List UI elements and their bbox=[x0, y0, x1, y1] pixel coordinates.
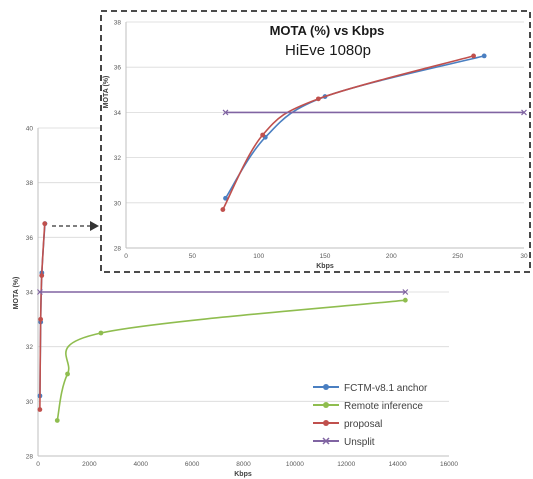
inset-dashed-frame bbox=[100, 10, 531, 273]
inset-x-tick-label: 100 bbox=[253, 253, 264, 260]
inset-point-proposal bbox=[260, 132, 266, 138]
inset-series-proposal bbox=[220, 53, 476, 212]
main-x-tick-labels: 0 2000 4000 6000 8000 10000 12000 14000 16000 bbox=[36, 461, 458, 468]
inset-point-unsplit bbox=[521, 109, 527, 116]
inset-series-unsplit bbox=[222, 109, 527, 116]
main-series-proposal bbox=[37, 221, 48, 412]
main-point-unsplit bbox=[37, 289, 43, 295]
legend-marker-proposal bbox=[323, 420, 329, 426]
legend-item-proposal: proposal bbox=[313, 419, 382, 430]
main-y-tick-label: 38 bbox=[26, 180, 34, 187]
legend-item-remote: Remote inference bbox=[313, 401, 423, 412]
main-y-tick-label: 30 bbox=[26, 399, 34, 406]
main-y-tick-label: 34 bbox=[26, 290, 34, 297]
main-x-tick-label: 0 bbox=[36, 461, 40, 468]
inset-x-tick-label: 50 bbox=[189, 253, 197, 260]
legend-label-fctm: FCTM-v8.1 anchor bbox=[344, 383, 428, 394]
main-line-remote-inference bbox=[56, 299, 406, 421]
inset-chart: 28 30 32 34 36 38 0 50 100 150 200 250 30 Kbps MOTA… bbox=[100, 10, 531, 273]
main-point-remote-inference bbox=[98, 330, 104, 336]
main-x-tick-label: 2000 bbox=[82, 461, 97, 468]
main-point-unsplit bbox=[402, 289, 409, 295]
main-x-tick-label: 12000 bbox=[337, 461, 355, 468]
inset-y-tick-label: 30 bbox=[114, 200, 122, 207]
inset-point-fctm-v8-1-anchor bbox=[223, 195, 228, 201]
legend: FCTM-v8.1 anchor Remote inference propos… bbox=[313, 383, 428, 448]
inset-x-axis-label: Kbps bbox=[316, 263, 334, 270]
main-y-tick-labels: 28 30 32 34 36 38 40 bbox=[26, 126, 34, 461]
inset-subtitle: HiEve 1080p bbox=[285, 42, 371, 59]
inset-x-tick-label: 0 bbox=[124, 253, 128, 260]
main-x-axis-label: Kbps bbox=[234, 471, 252, 478]
main-point-remote-inference bbox=[402, 297, 408, 303]
inset-x-tick-label: 250 bbox=[452, 253, 463, 260]
main-x-tick-label: 4000 bbox=[134, 461, 149, 468]
main-point-proposal bbox=[38, 316, 44, 322]
inset-y-axis-label: MOTA (%) bbox=[103, 76, 110, 109]
inset-y-tick-label: 34 bbox=[114, 110, 122, 117]
inset-x-tick-labels: 0 50 100 150 200 250 30 bbox=[124, 253, 528, 260]
inset-y-tick-label: 32 bbox=[114, 155, 122, 162]
legend-label-proposal: proposal bbox=[344, 419, 382, 430]
main-y-tick-label: 36 bbox=[26, 235, 34, 242]
inset-background bbox=[101, 11, 530, 272]
inset-line-proposal bbox=[222, 55, 474, 210]
main-x-tick-label: 16000 bbox=[440, 461, 458, 468]
inset-point-proposal bbox=[220, 207, 226, 212]
inset-y-tick-label: 36 bbox=[114, 65, 122, 72]
inset-point-unsplit bbox=[222, 109, 229, 116]
inset-y-tick-label: 28 bbox=[114, 246, 122, 253]
main-x-tick-label: 14000 bbox=[389, 461, 407, 468]
zoom-arrow-head bbox=[90, 221, 99, 231]
main-y-axis-label: MOTA (%) bbox=[13, 277, 20, 310]
main-point-remote-inference bbox=[65, 371, 70, 377]
legend-marker-unsplit bbox=[322, 437, 330, 445]
inset-point-proposal bbox=[315, 96, 321, 102]
main-series-remote-inference bbox=[54, 297, 408, 423]
main-point-proposal bbox=[37, 407, 43, 412]
legend-label-unsplit: Unsplit bbox=[344, 437, 375, 448]
legend-label-remote: Remote inference bbox=[344, 401, 423, 412]
inset-x-tick-label: 30 bbox=[520, 253, 528, 260]
inset-point-proposal bbox=[471, 53, 476, 59]
main-series-fctm-v8-1-anchor bbox=[37, 221, 48, 399]
legend-item-fctm: FCTM-v8.1 anchor bbox=[313, 383, 428, 394]
inset-x-tick-label: 150 bbox=[320, 253, 331, 260]
legend-marker-fctm bbox=[323, 384, 329, 390]
inset-y-tick-labels: 28 30 32 34 36 38 bbox=[114, 20, 122, 253]
zoom-arrow bbox=[52, 221, 99, 231]
inset-point-fctm-v8-1-anchor bbox=[481, 53, 487, 59]
main-line-proposal bbox=[39, 223, 46, 410]
main-x-tick-label: 8000 bbox=[236, 461, 251, 468]
main-point-remote-inference bbox=[54, 418, 60, 423]
inset-y-tick-label: 38 bbox=[114, 20, 122, 27]
inset-title: MOTA (%) vs Kbps bbox=[270, 23, 385, 38]
inset-series-group bbox=[220, 53, 527, 212]
main-series-unsplit bbox=[37, 289, 409, 295]
main-series-group bbox=[37, 221, 409, 423]
main-y-tick-label: 32 bbox=[26, 344, 34, 351]
main-x-tick-label: 10000 bbox=[286, 461, 304, 468]
main-point-proposal bbox=[39, 273, 45, 278]
inset-x-tick-label: 200 bbox=[386, 253, 397, 260]
legend-marker-remote bbox=[323, 402, 329, 408]
main-point-proposal bbox=[42, 221, 48, 227]
main-y-tick-label: 40 bbox=[26, 126, 34, 133]
main-x-tick-label: 6000 bbox=[185, 461, 200, 468]
main-y-tick-label: 28 bbox=[26, 454, 34, 461]
legend-item-unsplit: Unsplit bbox=[313, 437, 375, 448]
